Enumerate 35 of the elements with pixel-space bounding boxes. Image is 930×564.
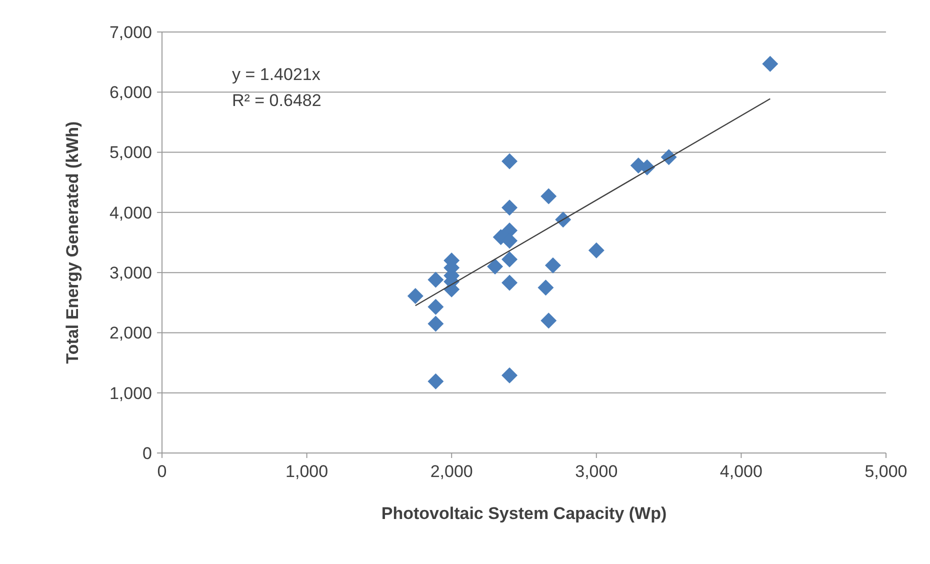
point [428, 272, 444, 288]
point [540, 188, 557, 204]
point [502, 367, 518, 384]
point [502, 251, 518, 268]
point [540, 312, 557, 329]
point [428, 316, 444, 332]
y-tick-label: 0 [142, 444, 152, 463]
y-tick-label: 6,000 [109, 83, 152, 102]
point [538, 280, 554, 296]
annotation: R² = 0.6482 [232, 91, 322, 110]
y-tick-label: 2,000 [109, 324, 152, 343]
y-tick-label: 1,000 [109, 384, 152, 403]
x-tick-label: 3,000 [575, 462, 618, 481]
point [588, 242, 604, 258]
point [407, 288, 424, 304]
y-tick-label: 3,000 [109, 264, 152, 283]
annotation: y = 1.4021x [232, 65, 321, 84]
x-tick-label: 1,000 [286, 462, 328, 481]
point [487, 258, 504, 275]
point [502, 200, 518, 216]
point [762, 56, 778, 72]
point [428, 373, 444, 390]
y-axis-title: Total Energy Generated (kWh) [63, 121, 82, 364]
x-tick-label: 5,000 [864, 462, 908, 481]
y-tick-label: 4,000 [109, 203, 152, 222]
point [502, 274, 518, 291]
point [502, 153, 518, 170]
y-tick-label: 7,000 [109, 22, 152, 42]
y-tick-label: 5,000 [109, 143, 152, 162]
x-tick-label: 2,000 [430, 462, 473, 481]
point [428, 298, 444, 315]
x-tick-label: 0 [157, 462, 167, 481]
point [544, 257, 561, 274]
x-axis-title: Photovoltaic System Capacity (Wp) [381, 504, 667, 523]
x-tick-label: 4,000 [720, 462, 762, 481]
